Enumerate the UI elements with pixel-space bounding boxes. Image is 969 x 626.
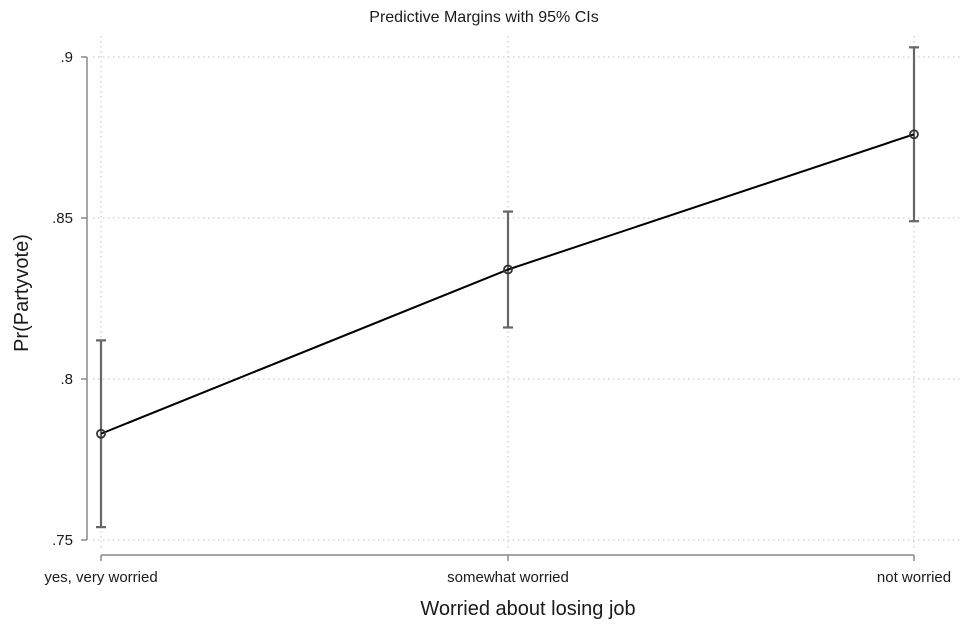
error-bars — [96, 46, 919, 529]
x-tick-label: yes, very worried — [44, 569, 157, 586]
x-axis-title: Worried about losing job — [420, 598, 635, 620]
chart-title: Predictive Margins with 95% CIs — [369, 9, 598, 26]
y-axis-title: Pr(Partyvote) — [11, 234, 33, 352]
series-polyline — [100, 133, 915, 435]
y-tick-label: .9 — [60, 49, 73, 66]
data-point — [909, 129, 919, 140]
grid-lines — [93, 36, 962, 548]
tick-labels: .75 .8 .85 .9 yes, very worried somewhat worr… — [44, 49, 951, 586]
y-tick-label: .8 — [60, 371, 73, 388]
data-points — [96, 129, 919, 439]
data-point — [503, 264, 513, 275]
x-tick-label: not worried — [877, 569, 951, 586]
y-tick-label: .75 — [52, 532, 73, 549]
series-line — [100, 133, 915, 435]
y-tick-label: .85 — [52, 210, 73, 227]
axes — [81, 56, 915, 561]
data-point — [96, 428, 106, 439]
x-tick-label: somewhat worried — [447, 569, 569, 586]
